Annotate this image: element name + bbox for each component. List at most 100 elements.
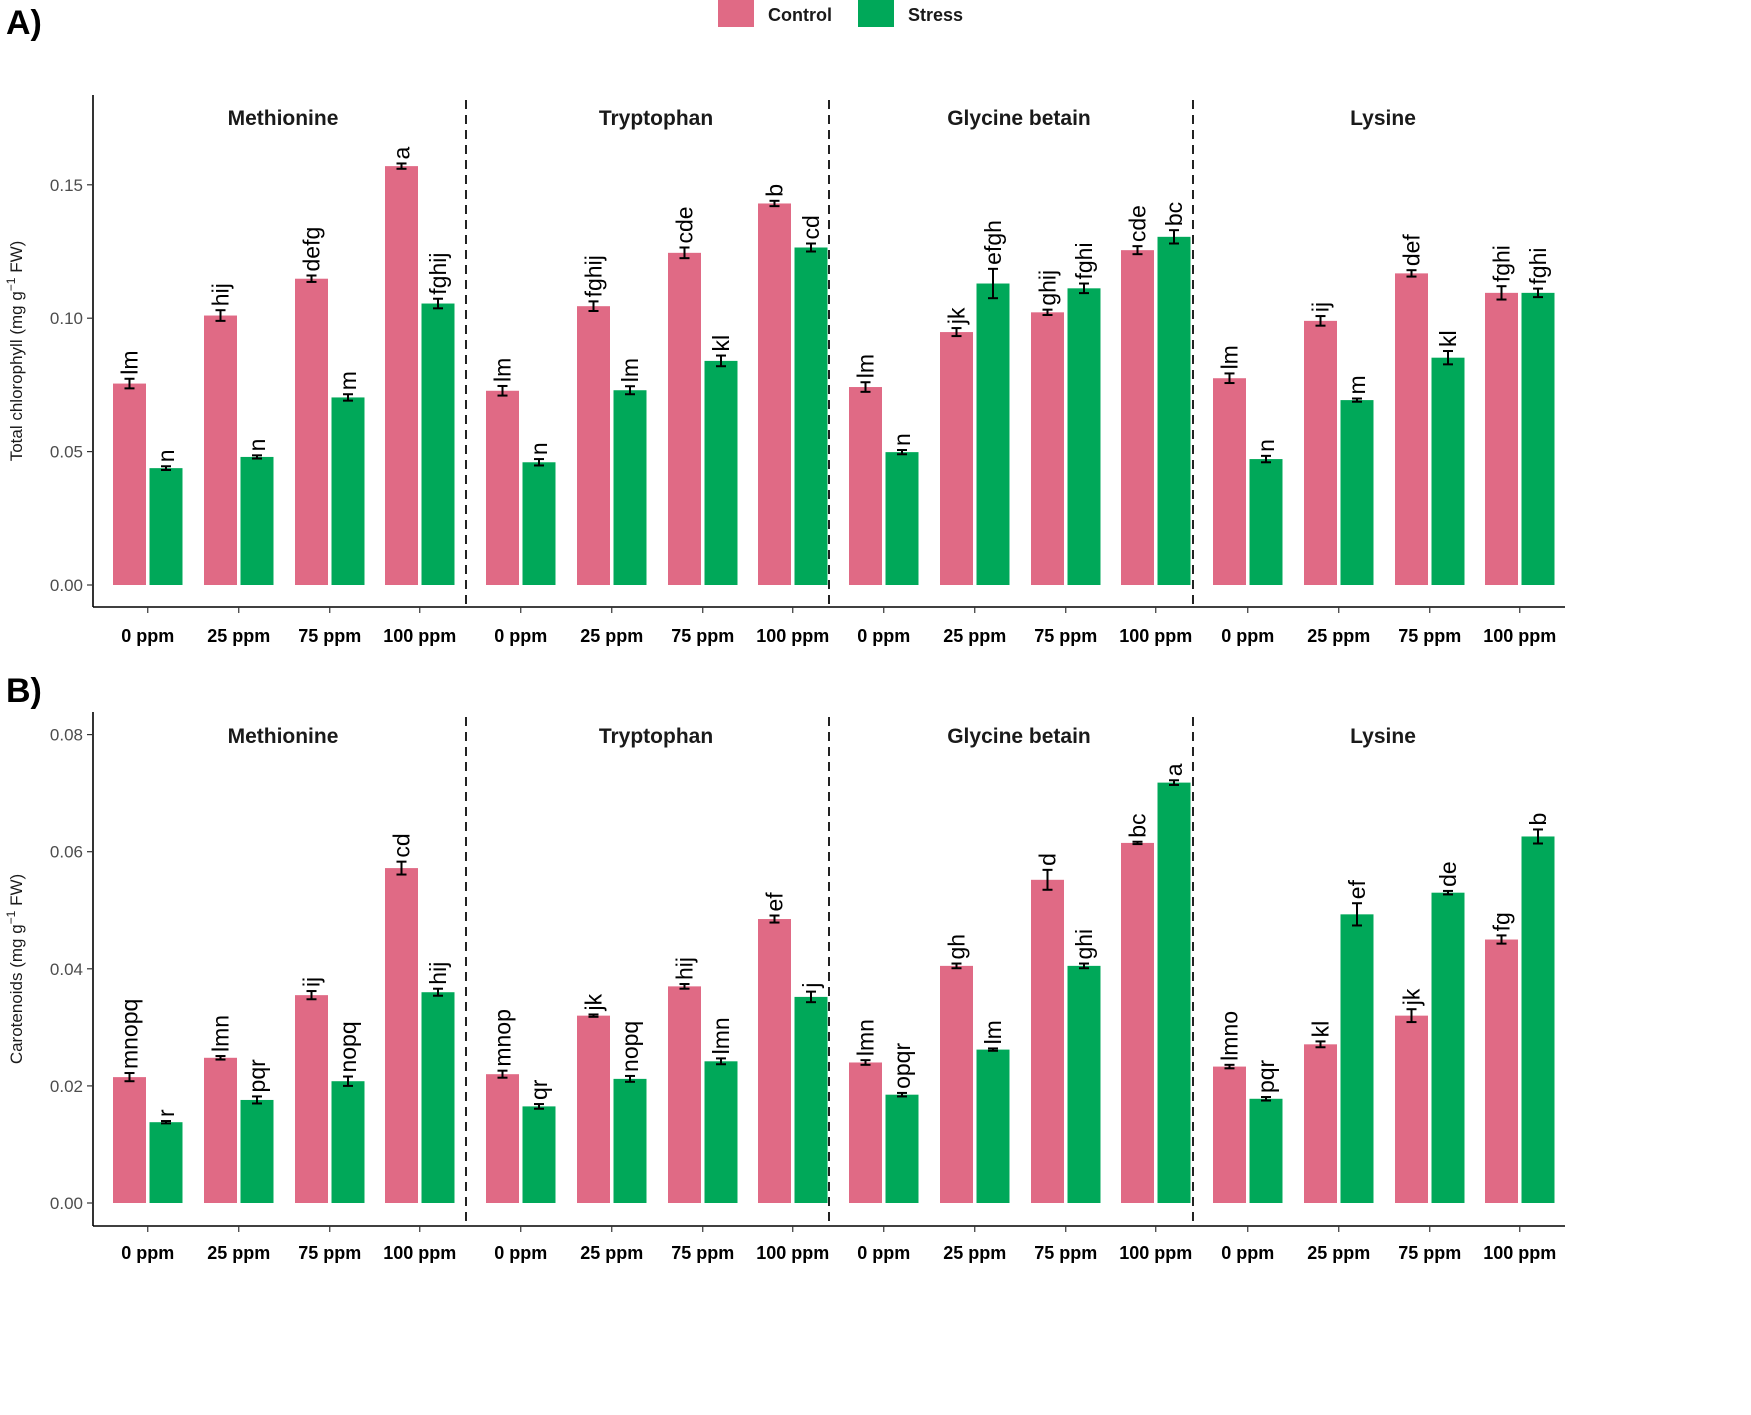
- bar-stress: [976, 283, 1010, 585]
- x-tick-label: 0 ppm: [1221, 1243, 1274, 1263]
- bar-control: [1485, 939, 1518, 1203]
- significance-label-control: gh: [944, 934, 970, 960]
- bar-control: [940, 965, 973, 1203]
- significance-label-stress: fghij: [425, 253, 451, 295]
- bar-stress: [704, 360, 738, 585]
- y-axis-label-suffix: FW): [7, 874, 26, 911]
- bar-control: [668, 986, 701, 1203]
- significance-label-stress: ef: [1344, 879, 1370, 899]
- bar-stress: [1249, 1098, 1283, 1203]
- legend-swatch-stress: [858, 0, 894, 27]
- significance-label-control: cde: [1125, 205, 1151, 242]
- bar-stress: [613, 1078, 647, 1203]
- legend-label-stress: Stress: [908, 5, 963, 25]
- x-tick-label: 100 ppm: [1119, 626, 1192, 646]
- x-tick-label: 25 ppm: [1307, 626, 1370, 646]
- significance-label-stress: lmn: [708, 1017, 734, 1054]
- x-tick-label: 100 ppm: [1119, 1243, 1192, 1263]
- significance-label-stress: j: [798, 983, 824, 989]
- bar-control: [1395, 1015, 1428, 1203]
- significance-label-stress: fghi: [1525, 247, 1551, 284]
- bar-control: [385, 166, 418, 585]
- significance-label-stress: lm: [617, 358, 643, 382]
- significance-label-control: jk: [581, 993, 607, 1011]
- panel-letter: B): [6, 672, 42, 710]
- bar-stress: [1521, 836, 1555, 1203]
- significance-label-control: kl: [1308, 1021, 1334, 1038]
- significance-label-control: lmno: [1217, 1011, 1243, 1061]
- significance-label-stress: m: [1344, 375, 1370, 394]
- bar-stress: [522, 1106, 556, 1203]
- significance-label-control: fg: [1489, 912, 1515, 931]
- significance-label-control: a: [389, 146, 415, 159]
- x-tick-label: 100 ppm: [756, 1243, 829, 1263]
- significance-label-stress: opqr: [889, 1043, 915, 1089]
- bar-control: [668, 252, 701, 586]
- x-tick-label: 0 ppm: [494, 1243, 547, 1263]
- bar-stress: [149, 468, 183, 585]
- bar-control: [577, 306, 610, 585]
- significance-label-control: hij: [208, 283, 234, 306]
- bar-stress: [885, 452, 919, 585]
- bar-control: [1304, 1044, 1337, 1203]
- significance-label-stress: fghi: [1071, 242, 1097, 279]
- significance-label-control: fghi: [1489, 245, 1515, 282]
- significance-label-control: bc: [1125, 813, 1151, 837]
- bar-stress: [704, 1061, 738, 1203]
- bar-stress: [1067, 965, 1101, 1203]
- x-tick-label: 75 ppm: [671, 626, 734, 646]
- facet-title: Tryptophan: [599, 725, 713, 748]
- significance-label-stress: hij: [425, 962, 451, 985]
- bar-stress: [976, 1049, 1010, 1203]
- x-tick-label: 0 ppm: [857, 1243, 910, 1263]
- y-axis-label-sup: −1: [4, 277, 18, 291]
- facet-title: Glycine betain: [947, 725, 1091, 748]
- significance-label-stress: b: [1525, 813, 1551, 826]
- bar-control: [295, 278, 328, 585]
- bar-control: [758, 203, 791, 585]
- bar-control: [1121, 842, 1154, 1203]
- significance-label-stress: n: [526, 442, 552, 455]
- facet-title: Glycine betain: [947, 107, 1091, 130]
- bar-control: [1304, 320, 1337, 585]
- bar-control: [113, 383, 146, 585]
- bar-control: [1031, 879, 1064, 1203]
- bar-stress: [149, 1122, 183, 1203]
- facet-title: Tryptophan: [599, 107, 713, 130]
- significance-label-stress: nopq: [617, 1021, 643, 1072]
- significance-label-control: b: [762, 184, 788, 197]
- bar-control: [385, 868, 418, 1203]
- significance-label-control: lm: [853, 354, 879, 378]
- bar-stress: [1340, 400, 1374, 585]
- x-tick-label: 75 ppm: [298, 1243, 361, 1263]
- significance-label-stress: pqr: [244, 1059, 270, 1093]
- bar-stress: [1521, 292, 1555, 585]
- y-tick-label: 0.00: [50, 576, 83, 595]
- legend-item-control: Control: [718, 0, 832, 27]
- significance-label-control: ij: [1308, 302, 1334, 312]
- significance-label-stress: qr: [526, 1079, 552, 1100]
- significance-label-stress: kl: [708, 335, 734, 352]
- significance-label-stress: de: [1435, 861, 1461, 887]
- y-tick-label: 0.00: [50, 1194, 83, 1213]
- facet-title: Lysine: [1350, 725, 1416, 748]
- facet-tryptophan: Tryptophan 0 ppm lm n 25 ppm fghij lm 75 ppm cde…: [486, 107, 829, 646]
- y-axis-label-suffix: FW): [7, 241, 26, 278]
- y-tick-label: 0.15: [50, 176, 83, 195]
- significance-label-control: lm: [117, 350, 143, 374]
- y-tick-label: 0.04: [50, 960, 83, 979]
- y-axis-label-sup: −1: [4, 910, 18, 924]
- significance-label-control: def: [1399, 234, 1425, 267]
- significance-label-control: defg: [299, 227, 325, 272]
- bar-control: [1213, 378, 1246, 585]
- bar-stress: [1249, 459, 1283, 585]
- bar-stress: [331, 1081, 365, 1203]
- x-tick-label: 75 ppm: [1034, 1243, 1097, 1263]
- bar-control: [849, 387, 882, 585]
- legend-swatch-control: [718, 0, 754, 27]
- x-tick-label: 75 ppm: [1034, 626, 1097, 646]
- panel-chlorophyll: A) 0.00 0.05 0.10 0.15 Total chlorophyll (mg …: [4, 4, 1565, 646]
